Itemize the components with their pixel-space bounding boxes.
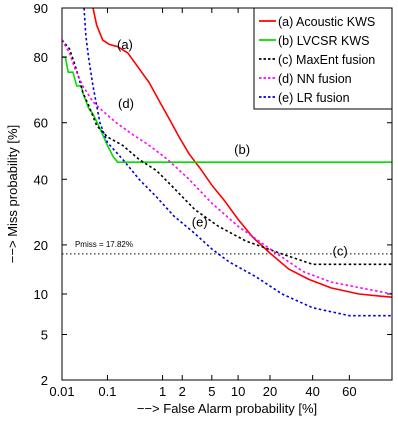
y-tick-label: 80 [34,50,48,65]
x-axis-label: −−> False Alarm probability [%] [137,401,317,416]
y-tick-label: 20 [34,238,48,253]
legend-label: (c) MaxEnt fusion [278,53,375,67]
y-tick-label: 40 [34,172,48,187]
legend: (a) Acoustic KWS (b) LVCSR KWS (c) MaxEnt … [254,8,392,109]
x-tick-label: 0.1 [98,384,116,399]
x-tick-label: 60 [342,384,356,399]
legend-label: (d) NN fusion [278,72,352,86]
x-tick-label: 2 [179,384,186,399]
y-tick-label: 10 [34,287,48,302]
y-tick-label: 60 [34,116,48,131]
pmiss-annotation: Pmiss = 17.82% [75,240,133,249]
x-tick-label: 10 [231,384,245,399]
y-tick-label: 90 [34,1,48,16]
y-axis-label: −−> Miss probability [%] [5,125,20,263]
curve-tag-label: (c) [333,243,348,258]
legend-label: (b) LVCSR KWS [278,34,369,48]
x-tick-label: 1 [159,384,166,399]
x-tick-label: 5 [208,384,215,399]
legend-label: (e) LR fusion [278,91,350,105]
y-tick-label: 5 [41,327,48,342]
curve-tag-label: (a) [117,37,133,52]
x-tick-label: 40 [305,384,319,399]
x-tick-label: 20 [263,384,277,399]
legend-label: (a) Acoustic KWS [278,15,375,29]
curve-tag-label: (b) [234,142,250,157]
curve-tag-label: (d) [118,96,134,111]
curve-tag-label: (e) [192,214,208,229]
y-tick-label: 2 [41,373,48,388]
x-tick-label: 0.01 [49,384,74,399]
